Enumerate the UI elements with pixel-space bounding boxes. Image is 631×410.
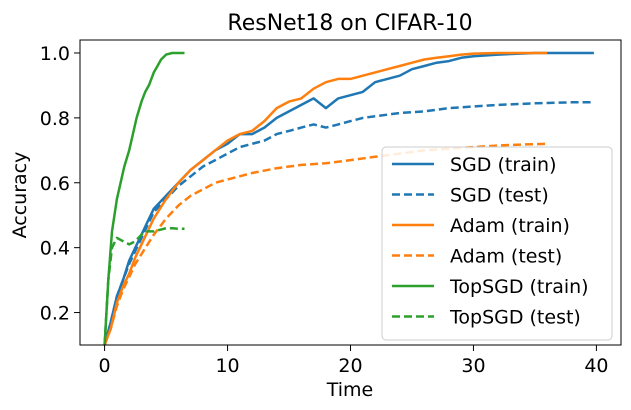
legend: SGD (train) SGD (test) Adam (train) Adam (t…	[381, 146, 613, 341]
legend-label-0: SGD (train)	[450, 154, 557, 176]
x-tick-label: 20	[338, 355, 362, 377]
y-tick-label: 0.6	[40, 173, 70, 195]
legend-label-3: Adam (test)	[450, 246, 562, 268]
plot-frame	[79, 39, 622, 346]
series-line-5	[103, 226, 185, 345]
series-line-4	[103, 51, 185, 345]
x-tick-label: 40	[584, 355, 608, 377]
legend-label-2: Adam (train)	[450, 215, 570, 237]
legend-label-4: TopSGD (train)	[449, 276, 589, 298]
legend-label-5: TopSGD (test)	[449, 307, 581, 329]
x-tick-label: 0	[99, 355, 111, 377]
y-tick-label: 0.8	[40, 108, 70, 130]
x-tick-label: 10	[215, 355, 239, 377]
legend-box	[381, 146, 613, 341]
x-tick-label: 30	[461, 355, 485, 377]
series-layer	[103, 51, 594, 345]
y-axis-label: Accuracy	[9, 152, 31, 239]
legend-label-1: SGD (test)	[450, 185, 549, 207]
ticks-layer: 0 10 20 30 40 0.2 0.4 0.6 0.8 1.0	[40, 43, 609, 377]
series-line-0	[103, 51, 594, 345]
y-tick-label: 1.0	[40, 43, 70, 65]
x-axis-label: Time	[326, 379, 374, 401]
chart-title: ResNet18 on CIFAR-10	[227, 11, 472, 36]
series-line-1	[103, 101, 594, 345]
y-tick-label: 0.2	[40, 303, 70, 325]
y-tick-label: 0.4	[40, 238, 70, 260]
series-line-2	[103, 51, 548, 345]
